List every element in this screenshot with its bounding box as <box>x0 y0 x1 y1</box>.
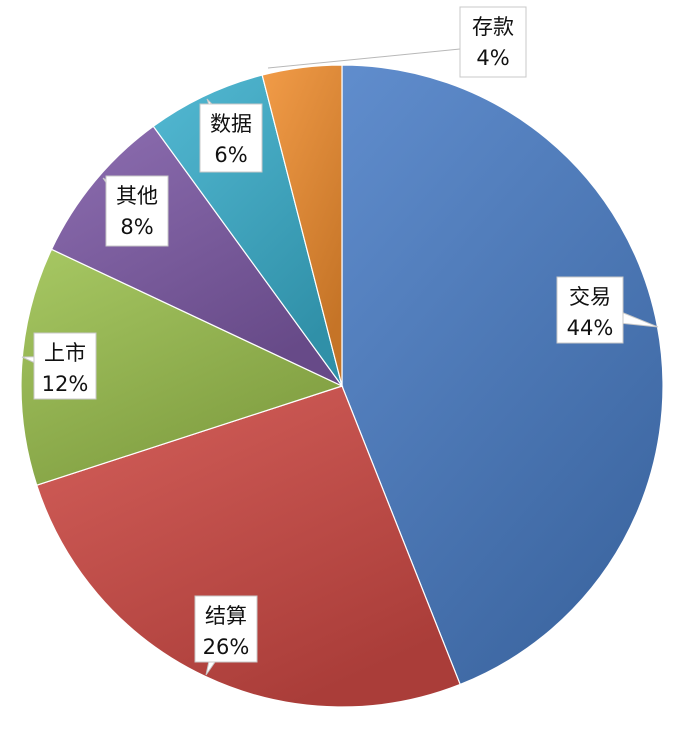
label-box-0 <box>556 276 624 344</box>
label-box-3 <box>105 175 169 247</box>
category-label-0: 交易 <box>569 285 611 309</box>
category-label-2: 上市 <box>44 341 86 365</box>
category-label-4: 数据 <box>210 112 252 136</box>
label-box-1 <box>194 595 258 663</box>
data-label-0: 交易 44% <box>556 276 659 344</box>
percent-label-0: 44% <box>567 316 614 340</box>
data-labels: 交易 44% 结算 26% 上市 12% 其他 8% 数据 6% 存款 4% <box>21 6 659 676</box>
leader-line-5 <box>267 48 461 69</box>
pie-slices <box>20 64 664 708</box>
data-label-2: 上市 12% <box>21 332 97 400</box>
percent-label-5: 4% <box>476 46 509 70</box>
data-label-5: 存款 4% <box>459 6 527 78</box>
data-label-3: 其他 8% <box>102 175 169 247</box>
data-label-1: 结算 26% <box>194 595 258 676</box>
leader-lines <box>267 48 461 69</box>
pie-slice-1 <box>35 385 461 708</box>
data-label-4: 数据 6% <box>199 98 263 173</box>
percent-label-3: 8% <box>120 215 153 239</box>
category-label-5: 存款 <box>472 15 514 39</box>
label-box-2 <box>33 332 97 400</box>
label-box-4 <box>199 103 263 173</box>
pie-slice-5 <box>261 64 343 387</box>
percent-label-4: 6% <box>214 143 247 167</box>
label-box-5 <box>459 6 527 78</box>
category-label-1: 结算 <box>205 604 247 628</box>
category-label-3: 其他 <box>116 184 158 208</box>
percent-label-1: 26% <box>203 635 250 659</box>
pie-slice-2 <box>20 248 344 486</box>
pie-slice-0 <box>341 64 664 686</box>
percent-label-2: 12% <box>42 372 89 396</box>
